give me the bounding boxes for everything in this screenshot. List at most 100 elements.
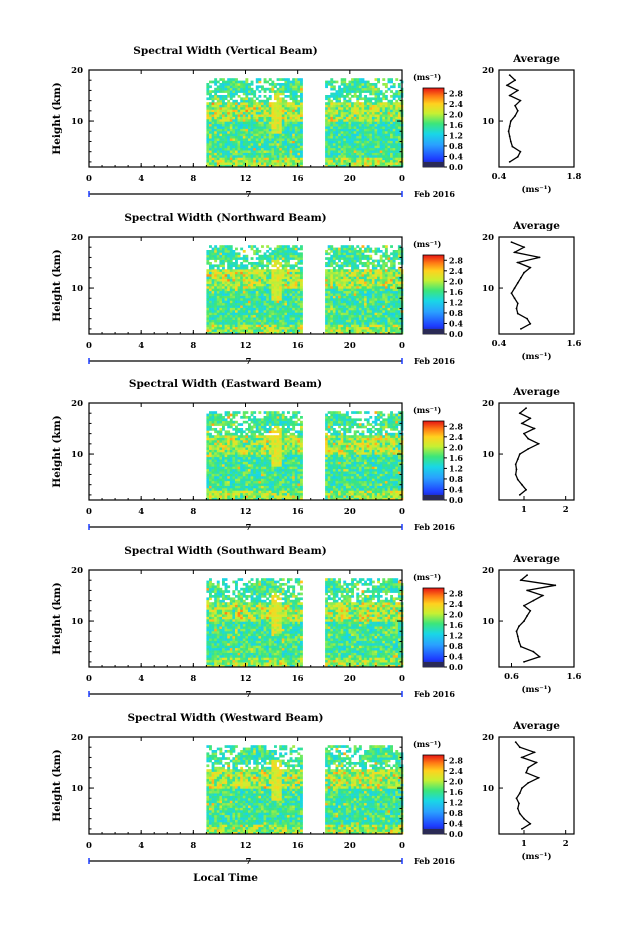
x-tick-label: 0 bbox=[86, 841, 92, 851]
average-title: Average bbox=[512, 53, 560, 65]
date-label: 7 bbox=[246, 523, 252, 533]
average-panel: Average 20 10 1 2 bbox=[482, 386, 575, 515]
heatmap-cells bbox=[206, 578, 404, 668]
x-tick-label: 0 bbox=[399, 507, 405, 517]
x-tick-label: 0 bbox=[399, 174, 405, 184]
average-frame bbox=[498, 236, 575, 335]
colorbar-tick-label: 2.0 bbox=[449, 442, 463, 452]
heatmap-cells bbox=[206, 78, 404, 168]
colorbar-tick-label: 2.8 bbox=[449, 755, 463, 765]
heatmap-cells bbox=[206, 245, 404, 335]
colorbar bbox=[422, 420, 445, 501]
colorbar-label: (ms⁻¹) bbox=[413, 72, 441, 82]
colorbar-low bbox=[423, 829, 444, 834]
colorbar-tick-label: 2.0 bbox=[449, 609, 463, 619]
month-label: Feb 2016 bbox=[414, 522, 455, 532]
y-tick-label: 20 bbox=[71, 733, 83, 743]
average-x-tick-label: 1.8 bbox=[567, 172, 582, 182]
colorbar bbox=[422, 87, 445, 168]
average-panel: Average 20 10 0.6 1.6 (ms⁻¹) bbox=[482, 553, 581, 695]
colorbar-tick-label: 2.4 bbox=[449, 432, 463, 442]
colorbar-tick-label: 0.8 bbox=[449, 474, 463, 484]
panel-2: Spectral Width (Eastward Beam)0 4 8 12 16 20 0… bbox=[51, 378, 575, 533]
x-tick-label: 4 bbox=[138, 341, 144, 351]
x-tick-label: 20 bbox=[344, 507, 356, 517]
colorbar-tick-label: 0.4 bbox=[449, 818, 463, 828]
panel-title: Spectral Width (Northward Beam) bbox=[124, 212, 326, 224]
colorbar-tick-label: 1.6 bbox=[449, 787, 463, 797]
average-frame bbox=[498, 736, 575, 835]
x-tick-label: 0 bbox=[399, 674, 405, 684]
colorbar-label: (ms⁻¹) bbox=[413, 405, 441, 415]
average-frame bbox=[498, 569, 575, 668]
colorbar bbox=[422, 587, 445, 668]
date-label: 7 bbox=[246, 690, 252, 700]
y-tick-label: 20 bbox=[71, 66, 83, 76]
colorbar-tick-label: 1.6 bbox=[449, 453, 463, 463]
average-y-tick-label: 10 bbox=[482, 617, 494, 627]
colorbar-tick-label: 2.0 bbox=[449, 776, 463, 786]
colorbar-tick-label: 2.4 bbox=[449, 266, 463, 276]
x-tick-label: 16 bbox=[292, 341, 304, 351]
colorbar-tick-label: 2.8 bbox=[449, 588, 463, 598]
average-x-tick-label: 2 bbox=[563, 839, 569, 849]
colorbar-tick-label: 0.4 bbox=[449, 318, 463, 328]
average-x-tick-label: 0.6 bbox=[504, 672, 519, 682]
average-x-label: (ms⁻¹) bbox=[521, 684, 551, 695]
colorbar-tick-label: 0.4 bbox=[449, 151, 463, 161]
y-axis-label: Height (km) bbox=[51, 582, 63, 654]
average-y-tick-label: 10 bbox=[482, 784, 494, 794]
heatmap-cells bbox=[206, 411, 404, 501]
average-title: Average bbox=[512, 720, 560, 732]
average-x-label: (ms⁻¹) bbox=[521, 851, 551, 862]
y-axis-label: Height (km) bbox=[51, 249, 63, 321]
y-tick-label: 20 bbox=[71, 399, 83, 409]
y-axis-label: Height (km) bbox=[51, 82, 63, 154]
y-tick-label: 10 bbox=[71, 784, 83, 794]
x-tick-label: 4 bbox=[138, 674, 144, 684]
x-tick-label: 4 bbox=[138, 507, 144, 517]
x-tick-label: 8 bbox=[190, 174, 196, 184]
colorbar-low bbox=[423, 495, 444, 500]
panel-title: Spectral Width (Westward Beam) bbox=[127, 712, 323, 724]
x-tick-label: 16 bbox=[292, 174, 304, 184]
date-label: 7 bbox=[246, 190, 252, 200]
x-tick-label: 16 bbox=[292, 507, 304, 517]
x-tick-label: 0 bbox=[86, 341, 92, 351]
colorbar-tick-label: 1.2 bbox=[449, 297, 463, 307]
panel-title: Spectral Width (Southward Beam) bbox=[124, 545, 326, 557]
colorbar-tick-label: 2.4 bbox=[449, 99, 463, 109]
average-panel: Average 20 10 0.4 1.6 (ms⁻¹) bbox=[482, 220, 581, 362]
panel-title: Spectral Width (Eastward Beam) bbox=[129, 378, 322, 390]
colorbar-tick-label: 2.0 bbox=[449, 276, 463, 286]
colorbar-tick-label: 0.4 bbox=[449, 484, 463, 494]
x-tick-label: 16 bbox=[292, 674, 304, 684]
average-points bbox=[515, 574, 557, 663]
colorbar-tick-label: 0.0 bbox=[449, 829, 463, 839]
average-x-tick-label: 0.4 bbox=[492, 172, 507, 182]
panel-0: Spectral Width (Vertical Beam) 0 4 8 12 16 20 0… bbox=[51, 45, 581, 200]
x-tick-label: 12 bbox=[240, 341, 252, 351]
average-x-label: (ms⁻¹) bbox=[521, 184, 551, 195]
colorbar-label: (ms⁻¹) bbox=[413, 572, 441, 582]
colorbar-tick-label: 1.6 bbox=[449, 620, 463, 630]
x-tick-label: 20 bbox=[344, 841, 356, 851]
average-title: Average bbox=[512, 220, 560, 232]
colorbar-tick-label: 2.0 bbox=[449, 109, 463, 119]
colorbar-tick-label: 0.8 bbox=[449, 808, 463, 818]
y-tick-label: 10 bbox=[71, 284, 83, 294]
average-y-tick-label: 20 bbox=[482, 566, 494, 576]
x-tick-label: 0 bbox=[399, 841, 405, 851]
average-x-tick-label: 1.6 bbox=[567, 672, 582, 682]
colorbar-tick-label: 0.8 bbox=[449, 141, 463, 151]
average-panel: Average 20 10 0.4 1.8 (ms⁻¹) bbox=[482, 53, 581, 195]
x-tick-label: 4 bbox=[138, 841, 144, 851]
average-x-tick-label: 1 bbox=[521, 505, 527, 515]
colorbar-low bbox=[423, 162, 444, 167]
date-label: 7 bbox=[246, 857, 252, 867]
colorbar-tick-label: 0.0 bbox=[449, 162, 463, 172]
y-tick-label: 10 bbox=[71, 117, 83, 127]
x-tick-label: 16 bbox=[292, 841, 304, 851]
colorbar-tick-label: 1.2 bbox=[449, 463, 463, 473]
